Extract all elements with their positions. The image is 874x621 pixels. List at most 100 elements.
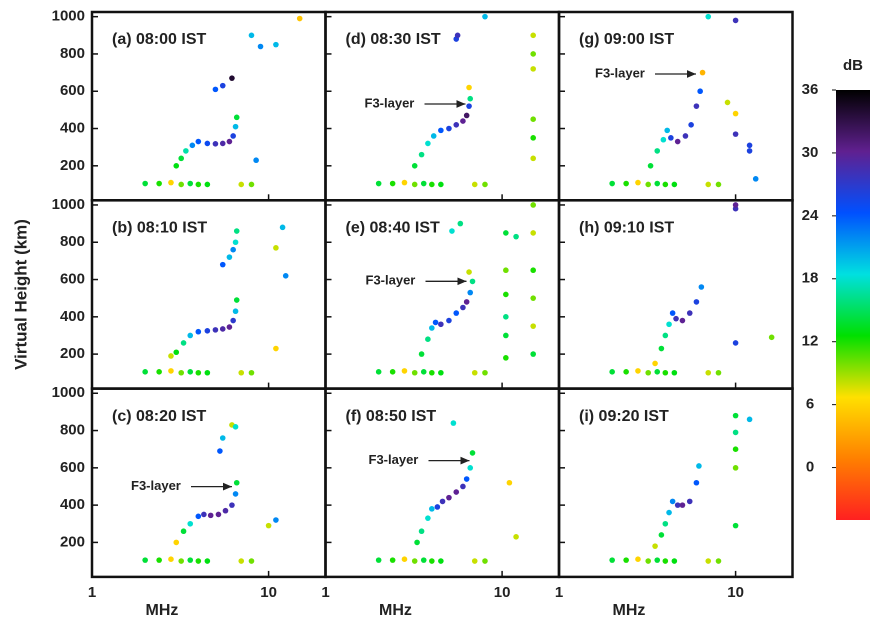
echo-point (463, 112, 470, 119)
echo-point (469, 450, 476, 456)
echo-point (635, 179, 641, 186)
echo-point (679, 317, 686, 324)
echo-point (187, 557, 194, 563)
echo-point (482, 13, 488, 20)
echo-point (430, 133, 437, 139)
echo-point (219, 82, 226, 89)
colorbar-tick-label: 12 (802, 333, 819, 350)
panel-title: (b) 08:10 IST (112, 220, 207, 237)
annotation: F3-layer (131, 478, 181, 493)
echo-point (635, 556, 641, 562)
y-tick-label: 600 (60, 459, 85, 476)
annotation: F3-layer (365, 95, 415, 110)
echo-point (503, 332, 509, 339)
panel (375, 420, 519, 564)
echo-point (662, 369, 669, 376)
echo-point (411, 163, 418, 169)
echo-point (432, 319, 439, 326)
echo-point (420, 369, 427, 375)
echo-point (438, 369, 444, 376)
echo-point (530, 323, 536, 329)
echo-point (438, 558, 444, 564)
echo-point (212, 327, 219, 333)
echo-point (438, 127, 444, 134)
echo-point (204, 558, 211, 564)
echo-point (454, 32, 461, 39)
echo-point (429, 181, 435, 188)
echo-point (248, 558, 255, 564)
echo-point (732, 110, 739, 117)
echo-point (257, 43, 264, 50)
echo-point (401, 556, 408, 562)
echo-point (229, 75, 235, 81)
echo-point (506, 479, 513, 486)
echo-point (212, 86, 219, 93)
echo-point (466, 269, 472, 275)
echo-point (662, 520, 669, 527)
panel (375, 202, 536, 376)
echo-point (449, 228, 455, 234)
panel (375, 13, 536, 188)
echo-point (230, 317, 236, 324)
x-axis-label: MHz (379, 602, 412, 619)
echo-point (282, 273, 289, 279)
echo-point (233, 228, 240, 234)
echo-point (187, 180, 194, 187)
echo-point (248, 369, 255, 376)
echo-point (668, 135, 674, 141)
echo-point (232, 491, 239, 497)
echo-point (233, 479, 240, 486)
annotation: F3-layer (369, 452, 419, 467)
echo-point (746, 148, 753, 154)
echo-point (715, 369, 722, 376)
echo-point (401, 368, 408, 374)
colorbar-tick-label: 0 (806, 459, 814, 476)
echo-point (647, 163, 654, 169)
echo-point (752, 176, 759, 182)
echo-point (420, 557, 427, 563)
echo-point (715, 558, 722, 564)
echo-point (469, 278, 476, 285)
echo-point (503, 314, 509, 320)
echo-point (467, 95, 474, 102)
panel-title: (e) 08:40 IST (346, 220, 440, 237)
echo-point (660, 136, 667, 143)
echo-point (238, 558, 245, 564)
echo-point (232, 308, 239, 315)
x-tick-label: 1 (321, 584, 329, 601)
y-tick-label: 400 (60, 496, 85, 513)
echo-point (673, 315, 679, 322)
echo-point (463, 476, 470, 482)
colorbar-label: dB (843, 57, 863, 74)
echo-point (732, 202, 739, 208)
echo-point (530, 155, 536, 162)
y-tick-label: 800 (60, 45, 85, 62)
echo-point (732, 446, 739, 452)
echo-point (674, 502, 681, 508)
echo-point (467, 289, 474, 296)
echo-point (482, 181, 488, 188)
echo-point (699, 69, 706, 76)
y-tick-label: 800 (60, 233, 85, 250)
echo-point (248, 181, 255, 188)
echo-point (446, 317, 452, 324)
echo-point (183, 148, 189, 154)
x-axis-label: MHz (613, 602, 646, 619)
echo-point (530, 51, 536, 57)
echo-point (187, 369, 194, 375)
echo-point (418, 351, 425, 357)
echo-point (513, 534, 519, 540)
echo-point (232, 424, 239, 430)
echo-point (233, 114, 240, 121)
echo-point (460, 118, 466, 124)
y-tick-label: 600 (60, 82, 85, 99)
echo-point (195, 328, 202, 335)
echo-point (389, 557, 396, 563)
y-tick-label: 400 (60, 119, 85, 136)
echo-point (635, 368, 641, 374)
echo-point (658, 345, 665, 352)
echo-point (173, 163, 180, 169)
panel-title: (d) 08:30 IST (346, 31, 441, 48)
echo-point (420, 180, 427, 187)
echo-point (425, 336, 431, 342)
